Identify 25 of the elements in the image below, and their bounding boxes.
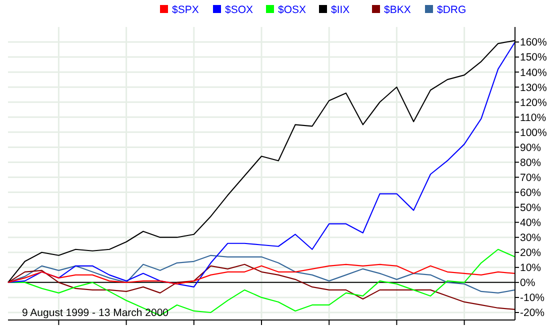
y-tick-label: 160% (520, 36, 547, 49)
y-tick-label: -10% (520, 292, 545, 304)
y-tick-label: 110% (520, 112, 546, 124)
legend-label: $SOX (225, 4, 254, 16)
y-tick-label: 130% (520, 82, 547, 94)
y-tick-label: 150% (520, 52, 547, 64)
y-tick-label: 30% (520, 232, 542, 244)
y-tick-label: 90% (520, 142, 542, 154)
legend-label: $IIX (331, 4, 350, 16)
y-tick-label: 120% (520, 96, 547, 109)
y-tick-label: 70% (520, 172, 542, 184)
y-tick-label: 100% (520, 126, 547, 139)
y-tick-label: 20% (520, 247, 542, 260)
legend-label: $OSX (278, 4, 306, 16)
legend-label: $DRG (437, 4, 466, 16)
y-tick-label: 50% (520, 202, 542, 214)
y-tick-label: 0% (520, 277, 536, 290)
y-tick-label: 10% (520, 262, 542, 274)
y-tick-label: 40% (520, 217, 542, 230)
y-tick-label: 60% (520, 186, 542, 199)
legend-label: $SPX (172, 4, 199, 16)
legend-label: $BKX (384, 4, 411, 16)
y-tick-label: 140% (520, 66, 547, 79)
y-tick-label: -20% (520, 307, 545, 320)
y-tick-label: 80% (520, 156, 542, 169)
